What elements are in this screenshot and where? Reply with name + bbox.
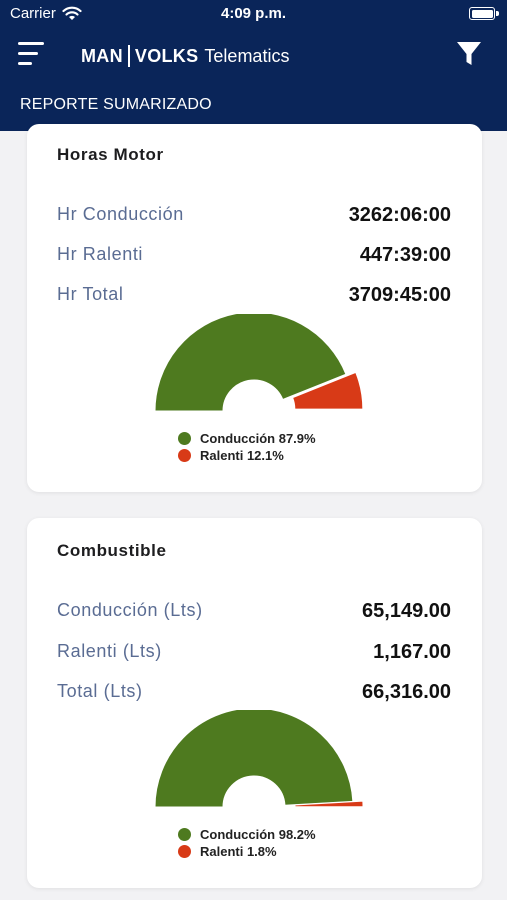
row-value: 65,149.00	[362, 600, 451, 622]
row-value: 447:39:00	[359, 244, 451, 266]
row-value: 3709:45:00	[348, 284, 451, 306]
combustible-gauge	[154, 710, 364, 808]
brand-logo: MAN VOLKS Telematics	[81, 45, 289, 67]
row-label: Hr Conducción	[57, 204, 184, 224]
legend-item: Conducción 87.9%	[178, 430, 316, 447]
brand-man: MAN	[81, 45, 123, 66]
row-value: 1,167.00	[373, 641, 451, 663]
chart-legend: Conducción 98.2% Ralenti 1.8%	[178, 826, 316, 860]
row-label: Hr Total	[57, 284, 124, 304]
gauge-slice-conduccin	[154, 710, 354, 808]
legend-item: Conducción 98.2%	[178, 826, 316, 843]
legend-label: Ralenti 1.8%	[200, 844, 277, 859]
legend-label: Ralenti 12.1%	[200, 448, 284, 463]
legend-dot-conduccion	[178, 432, 191, 445]
status-bar: Carrier 4:09 p.m.	[0, 0, 507, 30]
wifi-icon	[62, 6, 82, 20]
legend-dot-ralenti	[178, 845, 191, 858]
chart-legend: Conducción 87.9% Ralenti 12.1%	[178, 430, 316, 464]
horas-motor-gauge	[154, 314, 364, 412]
legend-dot-ralenti	[178, 449, 191, 462]
gauge-slice-conduccin	[154, 314, 347, 412]
row-label: Total (Lts)	[57, 681, 143, 701]
legend-item: Ralenti 1.8%	[178, 843, 316, 860]
row-label: Ralenti (Lts)	[57, 641, 162, 661]
legend-item: Ralenti 12.1%	[178, 447, 316, 464]
battery-icon	[469, 7, 499, 20]
brand-separator	[127, 45, 130, 67]
status-time: 4:09 p.m.	[220, 5, 287, 22]
card-title: Horas Motor	[57, 145, 164, 164]
carrier-label: Carrier	[10, 5, 56, 22]
card-title: Combustible	[57, 541, 167, 560]
row-label: Hr Ralenti	[57, 244, 144, 264]
legend-label: Conducción 98.2%	[200, 827, 316, 842]
filter-icon[interactable]	[456, 40, 482, 68]
combustible-card: Combustible Conducción (Lts) 65,149.00 R…	[27, 518, 482, 888]
horas-motor-card: Horas Motor Hr Conducción 3262:06:00 Hr …	[27, 124, 482, 492]
gauge-slice-ralenti	[291, 371, 364, 410]
row-label: Conducción (Lts)	[57, 600, 203, 620]
hamburger-menu-icon[interactable]	[18, 42, 44, 66]
legend-dot-conduccion	[178, 828, 191, 841]
report-title: REPORTE SUMARIZADO	[20, 96, 212, 113]
app-header: MAN VOLKS Telematics REPORTE SUMARIZADO	[0, 30, 507, 131]
brand-volks: VOLKS	[134, 45, 199, 66]
gauge-slice-ralenti	[294, 800, 364, 808]
brand-telematics: Telematics	[204, 45, 290, 66]
row-value: 66,316.00	[362, 681, 451, 703]
legend-label: Conducción 87.9%	[200, 431, 316, 446]
row-value: 3262:06:00	[348, 204, 451, 226]
